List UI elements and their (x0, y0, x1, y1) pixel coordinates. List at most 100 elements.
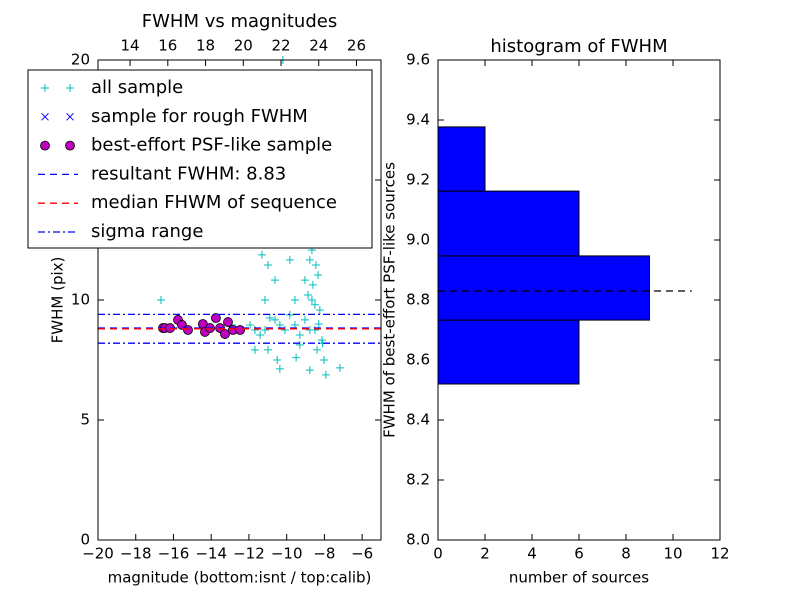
legend-label: resultant FWHM: 8.83 (91, 163, 286, 184)
legend-label: all sample (91, 77, 183, 98)
data-point (305, 255, 314, 264)
data-point (303, 290, 312, 299)
y-tick-label: 9.2 (406, 171, 430, 189)
x-tick-label: −16 (158, 545, 190, 563)
y-tick-label: 8.8 (406, 291, 430, 309)
data-point (313, 271, 322, 280)
data-point (300, 276, 309, 285)
data-point (223, 317, 233, 327)
data-point (308, 280, 317, 289)
y-tick-label: 8.4 (406, 411, 430, 429)
x-axis-label: number of sources (509, 569, 649, 587)
y-tick-label: 20 (71, 51, 90, 69)
y-tick-label: 8.6 (406, 351, 430, 369)
x-tick-label: 2 (480, 545, 490, 563)
x2-tick-label: 14 (121, 37, 140, 55)
data-point (300, 315, 309, 324)
x-tick-label: 8 (621, 545, 631, 563)
legend-label: median FHWM of sequence (91, 192, 337, 213)
data-point (307, 296, 316, 304)
data-point (295, 340, 304, 349)
legend-marker (65, 140, 75, 151)
data-point (335, 363, 344, 372)
legend-label: sigma range (91, 221, 203, 242)
axes-frame (97, 59, 382, 541)
data-point (250, 345, 259, 354)
data-point (157, 296, 166, 304)
legend-box (27, 69, 373, 249)
y-axis-label: FWHM (pix) (49, 257, 67, 344)
data-point (246, 320, 255, 329)
x-tick-label: 10 (663, 545, 682, 563)
data-point (257, 250, 266, 259)
x-axis-label: magnitude (bottom:isnt / top:calib) (108, 569, 372, 587)
data-point (310, 300, 319, 309)
data-point (211, 313, 221, 323)
bar (437, 126, 486, 192)
x-tick-label: 0 (433, 545, 443, 563)
legend: all sample sample for rough FWHM best-effo… (27, 69, 373, 249)
x2-tick-label: 24 (309, 37, 328, 55)
y-tick-label: 0 (80, 531, 90, 549)
data-point (305, 366, 314, 375)
x-tick-label: 4 (527, 545, 537, 563)
data-point (263, 260, 272, 269)
y-tick-label: 9.6 (406, 51, 430, 69)
data-point (320, 356, 329, 364)
data-point (270, 276, 279, 285)
data-point (250, 326, 259, 334)
data-point (290, 296, 299, 304)
x2-tick-label: 22 (271, 37, 290, 55)
axes-frame (437, 59, 721, 541)
x2-tick-label: 20 (234, 37, 253, 55)
y-tick-label: 9.0 (406, 231, 430, 249)
data-point (295, 331, 304, 340)
data-point (321, 370, 330, 379)
y-tick-label: 9.4 (406, 111, 430, 129)
data-point (285, 255, 294, 264)
chart-title: FWHM vs magnitudes (142, 11, 337, 32)
data-point (310, 326, 319, 334)
legend-marker (66, 112, 74, 121)
data-point (220, 329, 230, 339)
chart-title: histogram of FWHM (490, 36, 667, 57)
data-point (265, 314, 274, 322)
legend-label: best-effort PSF-like sample (91, 135, 332, 156)
x-tick-label: −6 (351, 545, 373, 563)
data-point (280, 326, 289, 334)
y-tick-label: 5 (80, 411, 90, 429)
y-tick-label: 8.2 (406, 471, 430, 489)
bar (437, 255, 650, 321)
data-point (313, 345, 322, 354)
data-point (235, 325, 245, 335)
x-tick-label: −18 (120, 545, 152, 563)
data-point (275, 364, 284, 373)
x-tick-label: −12 (233, 545, 265, 563)
legend-marker (40, 140, 50, 151)
x2-tick-label: 26 (347, 37, 366, 55)
data-point (311, 260, 320, 269)
x2-tick-label: 16 (158, 37, 177, 55)
legend-marker (41, 112, 49, 121)
legend-marker (41, 84, 49, 92)
x-tick-label: −14 (195, 545, 227, 563)
y-axis-label: FWHM of best-effort PSF-like sources (381, 162, 399, 438)
legend-label: sample for rough FWHM (91, 106, 308, 127)
data-point (263, 345, 272, 354)
x-tick-label: 12 (710, 545, 729, 563)
bar (437, 319, 580, 385)
data-point (314, 320, 323, 328)
bar (437, 190, 580, 257)
data-point (260, 326, 269, 334)
legend-marker (66, 84, 74, 92)
data-point (260, 296, 269, 304)
data-point (256, 331, 265, 340)
x-tick-label: 6 (574, 545, 584, 563)
data-point (292, 353, 301, 362)
x-tick-label: −10 (271, 545, 303, 563)
y-tick-label: 8.0 (406, 531, 430, 549)
data-point (273, 356, 282, 364)
y-tick-label: 10 (71, 291, 90, 309)
data-point (270, 315, 279, 324)
